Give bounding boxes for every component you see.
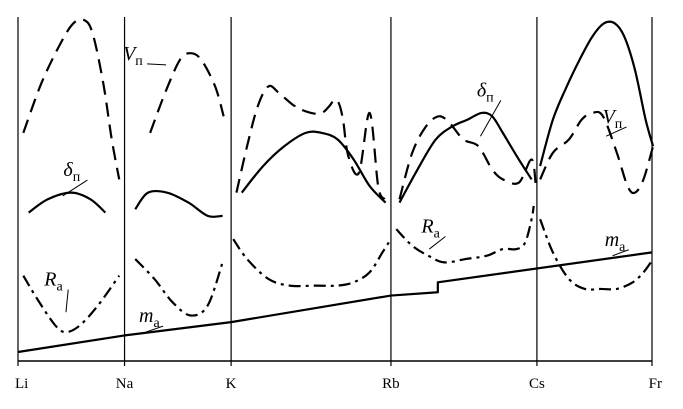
element-label-fr: Fr	[649, 376, 662, 392]
label-lab-d-li: δп	[63, 159, 80, 185]
curve-d-na	[134, 189, 223, 218]
element-label-cs: Cs	[529, 376, 545, 392]
leader-lab-R-li	[65, 289, 69, 313]
label-lab-R-li: Rа	[43, 269, 63, 295]
curves	[17, 18, 655, 354]
curve-d-k	[240, 130, 387, 204]
element-label-li: Li	[15, 376, 28, 392]
element-labels: Li Na K Rb Cs Fr	[15, 376, 662, 392]
curve-labels: Vп δп Rа mа δп Rа Vп mа	[43, 43, 626, 331]
element-label-k: K	[226, 376, 237, 392]
curve-d-li	[28, 191, 107, 214]
leader-lab-m-li	[145, 325, 164, 333]
label-lab-m-cs: mа	[605, 229, 626, 255]
label-lab-R-rb: Rа	[420, 215, 440, 241]
leader-lines	[62, 63, 629, 333]
element-label-na: Na	[116, 376, 134, 392]
group-dividers	[17, 17, 653, 366]
element-label-rb: Rb	[382, 376, 400, 392]
curve-d-rb	[398, 111, 533, 204]
curve-R-k	[232, 238, 390, 288]
label-lab-d-rb: δп	[477, 79, 494, 105]
leader-lab-d-li	[62, 179, 88, 197]
curve-R-rb	[395, 205, 535, 264]
label-lab-V-cs: Vп	[603, 106, 623, 132]
curve-R-cs	[539, 218, 654, 291]
leader-lab-V-na	[147, 63, 167, 66]
label-lab-m-li: mа	[139, 305, 160, 331]
leader-lab-m-cs	[612, 249, 629, 257]
curve-R-na	[134, 258, 224, 317]
curve-V-li	[22, 18, 121, 180]
curve-R-li	[22, 275, 121, 334]
leader-lab-d-rb	[480, 100, 502, 137]
curve-m-all	[17, 251, 653, 354]
curve-V-cs	[539, 110, 655, 195]
label-lab-V-na: Vп	[123, 43, 143, 69]
curve-d-cs	[539, 20, 655, 167]
curve-V-rb	[398, 115, 537, 200]
curve-V-k	[235, 84, 386, 200]
leader-lab-R-rb	[428, 236, 446, 250]
leader-lab-V-cs	[605, 126, 627, 137]
curve-V-na	[149, 52, 225, 134]
